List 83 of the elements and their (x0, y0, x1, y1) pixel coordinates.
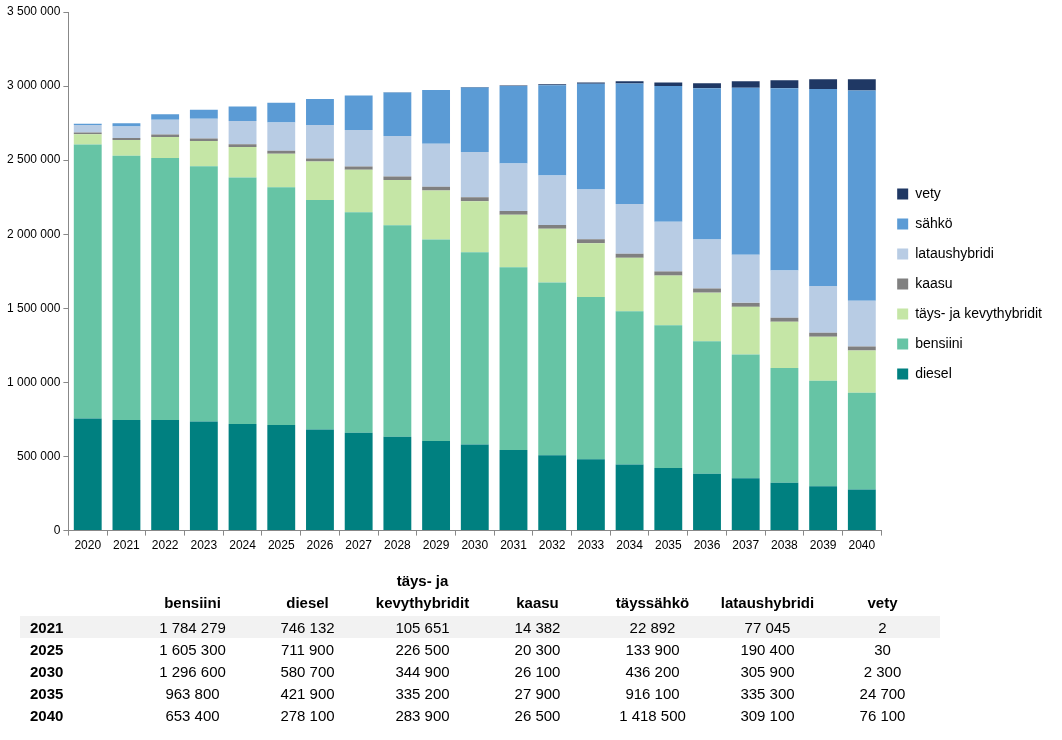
data-label: 26 100 (513, 661, 562, 682)
y-tick-label: 2040 (29, 705, 65, 726)
y-tick-label: 2025 (29, 639, 65, 660)
data-label: 335 200 (394, 683, 451, 704)
y-tick-label: 2 000 000 (6, 226, 61, 241)
data-label: 746 132 (279, 617, 336, 638)
x-tick-label: 2034 (616, 538, 644, 553)
data-label: 711 900 (279, 639, 336, 660)
data-label: 190 400 (739, 639, 796, 660)
x-tick-label: 2038 (771, 538, 799, 553)
x-tick-label: 2022 (151, 538, 179, 553)
legend-label: lataushybridi (915, 244, 994, 261)
x-tick-label: 2033 (577, 538, 605, 553)
data-label: 305 900 (739, 661, 796, 682)
data-label: 27 900 (513, 683, 562, 704)
y-tick-label: 2021 (29, 617, 65, 638)
x-tick-label: 2029 (422, 538, 450, 553)
data-label: 1 784 279 (158, 617, 227, 638)
x-tick-label: kaasu (515, 593, 560, 613)
y-tick-label: 0 (53, 522, 61, 537)
x-tick-label: 2030 (461, 538, 489, 553)
data-label: 278 100 (279, 705, 336, 726)
data-label: 2 (877, 617, 888, 638)
legend-label: bensiini (915, 334, 963, 351)
data-label: 77 045 (743, 617, 792, 638)
y-tick-label: 3 500 000 (6, 4, 61, 19)
x-tick-label: vety (866, 593, 899, 613)
data-label: 226 500 (394, 639, 451, 660)
y-tick-label: 1 000 000 (6, 374, 61, 389)
data-label: 1 605 300 (158, 639, 227, 660)
data-label: 14 382 (513, 617, 562, 638)
x-tick-label: bensiini (163, 593, 222, 613)
data-label: 76 100 (858, 705, 907, 726)
legend-label: diesel (915, 364, 952, 381)
x-tick-label: 2021 (113, 538, 141, 553)
x-tick-label: 2028 (384, 538, 412, 553)
legend-label: vety (915, 184, 941, 201)
x-tick-label: täys- ja kevythybridit (374, 571, 471, 613)
x-tick-label: diesel (285, 593, 330, 613)
legend-label: kaasu (915, 274, 953, 291)
y-tick-label: 2 500 000 (6, 152, 61, 167)
x-tick-label: lataushybridi (719, 593, 816, 613)
x-tick-label: 2035 (654, 538, 682, 553)
x-tick-label: 2032 (538, 538, 566, 553)
y-tick-label: 3 000 000 (6, 78, 61, 93)
x-tick-label: 2024 (229, 538, 257, 553)
data-label: 421 900 (279, 683, 336, 704)
data-label: 30 (873, 639, 892, 660)
legend-label: sähkö (915, 214, 953, 231)
data-label: 335 300 (739, 683, 796, 704)
y-tick-label: 2030 (29, 661, 65, 682)
data-label: 580 700 (279, 661, 336, 682)
x-tick-label: täyssähkö (614, 593, 691, 613)
x-tick-label: 2023 (190, 538, 218, 553)
data-label: 283 900 (394, 705, 451, 726)
data-label: 105 651 (394, 617, 451, 638)
x-tick-label: 2036 (693, 538, 721, 553)
x-tick-label: 2025 (267, 538, 295, 553)
data-label: 20 300 (513, 639, 562, 660)
x-tick-label: 2037 (732, 538, 760, 553)
y-tick-label: 500 000 (16, 448, 61, 463)
x-tick-label: 2040 (848, 538, 876, 553)
y-tick-label: 2035 (29, 683, 65, 704)
data-label: 133 900 (624, 639, 681, 660)
data-label: 26 500 (513, 705, 562, 726)
data-label: 1 296 600 (158, 661, 227, 682)
legend-label: täys- ja kevythybridit (915, 304, 1043, 321)
data-label: 436 200 (624, 661, 681, 682)
x-tick-label: 2031 (500, 538, 528, 553)
data-label: 916 100 (624, 683, 681, 704)
y-tick-label: 1 500 000 (6, 300, 61, 315)
data-label: 344 900 (394, 661, 451, 682)
x-tick-label: 2026 (306, 538, 334, 553)
data-label: 963 800 (164, 683, 221, 704)
data-label: 653 400 (164, 705, 221, 726)
data-label: 2 300 (862, 661, 903, 682)
data-label: 309 100 (739, 705, 796, 726)
x-tick-label: 2020 (74, 538, 102, 553)
x-tick-label: 2027 (345, 538, 373, 553)
data-label: 24 700 (858, 683, 907, 704)
x-tick-label: 2039 (809, 538, 837, 553)
data-label: 1 418 500 (618, 705, 687, 726)
data-label: 22 892 (628, 617, 677, 638)
